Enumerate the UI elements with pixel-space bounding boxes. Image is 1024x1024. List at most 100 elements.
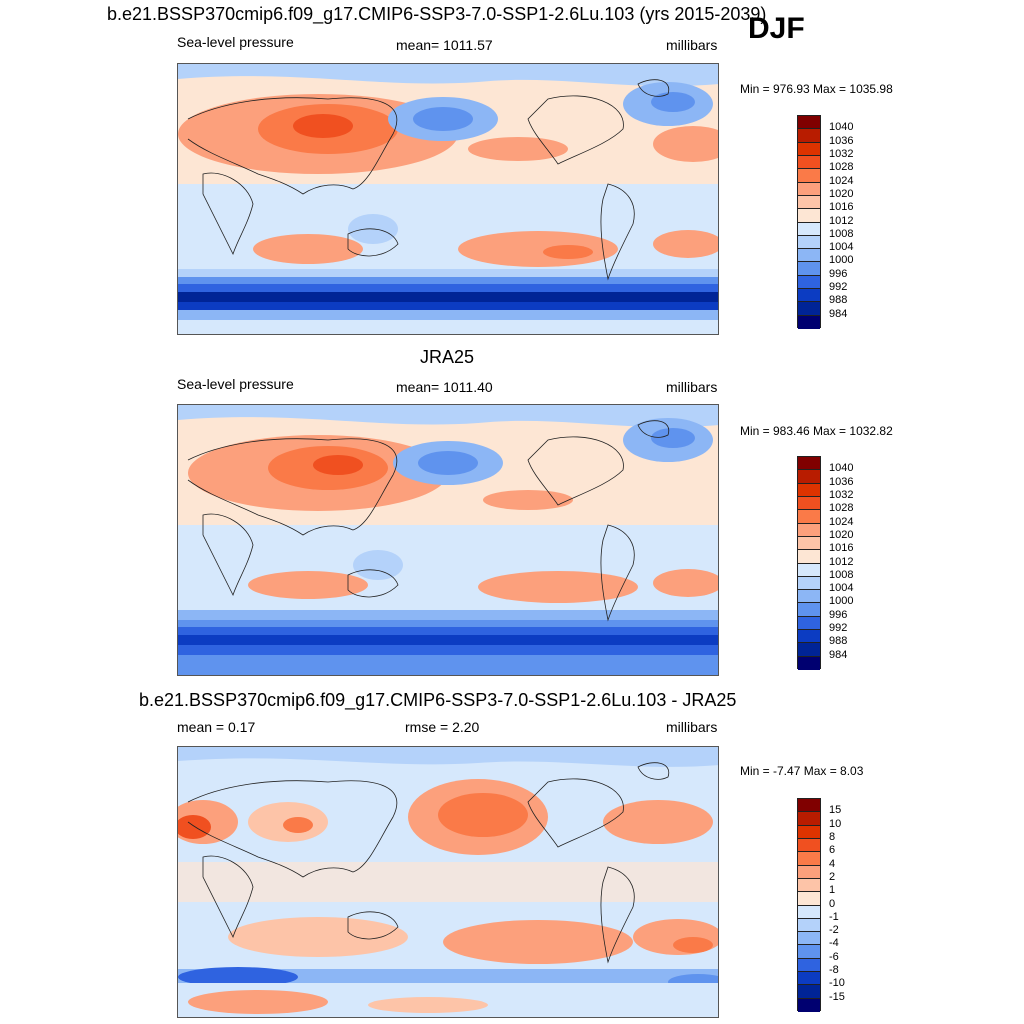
panel2-colorbar-swatch (798, 616, 820, 631)
panel1-colorbar-label: 1012 (829, 214, 854, 227)
panel1-colorbar-swatch (798, 129, 820, 143)
panel2-colorbar-label: 1032 (829, 488, 854, 501)
panel3-colorbar-swatch (798, 905, 820, 919)
panel3-minmax: Min = -7.47 Max = 8.03 (740, 764, 864, 778)
panel1-units-label: millibars (666, 37, 718, 53)
panel2-colorbar-swatch (798, 590, 820, 604)
panel1-colorbar-swatch (798, 275, 820, 290)
panel3-colorbar-label: -6 (829, 950, 839, 963)
panel2-colorbar-swatch (798, 523, 820, 537)
panel2-colorbar-swatch (798, 496, 820, 511)
panel1-colorbar-swatch (798, 182, 820, 196)
panel1-colorbar-swatch (798, 302, 820, 316)
panel3-colorbar-swatch (798, 812, 820, 826)
panel1-colorbar (797, 115, 821, 329)
panel2-units-label: millibars (666, 379, 718, 395)
panel2-colorbar-swatch (798, 470, 820, 484)
panel2-colorbar-label: 1000 (829, 595, 854, 608)
panel1-colorbar-swatch (798, 169, 820, 183)
panel1-colorbar-swatch (798, 249, 820, 263)
panel3-colorbar-label: -10 (829, 977, 845, 990)
panel2-colorbar-swatch (798, 550, 820, 564)
panel1-colorbar-label: 1000 (829, 254, 854, 267)
panel3-colorbar-label: -15 (829, 990, 845, 1003)
panel1-colorbar-swatch (798, 262, 820, 276)
panel2-minmax: Min = 983.46 Max = 1032.82 (740, 424, 893, 438)
panel2-colorbar-swatch (798, 656, 820, 670)
panel3-colorbar-swatch (798, 998, 820, 1012)
panel1-mean-label: mean= 1011.57 (396, 37, 493, 53)
panel1-colorbar-swatch (798, 315, 820, 329)
panel3-colorbar-swatch (798, 799, 820, 813)
panel3-colorbar-swatch (798, 932, 820, 946)
panel3-colorbar-swatch (798, 892, 820, 906)
panel3-mean-label: mean = 0.17 (177, 719, 256, 735)
panel1-colorbar-label: 996 (829, 267, 848, 280)
panel2-colorbar-label: 1024 (829, 515, 854, 528)
case-title: b.e21.BSSP370cmip6.f09_g17.CMIP6-SSP3-7.… (107, 4, 767, 24)
panel2-colorbar-swatch (798, 630, 820, 644)
panel1-colorbar-swatch (798, 235, 820, 250)
panel1-colorbar-label: 1040 (829, 121, 854, 134)
panel1-map (177, 63, 719, 335)
panel3-colorbar-label: 1 (829, 884, 836, 897)
panel3-colorbar-label: -8 (829, 964, 839, 977)
season-label: DJF (748, 12, 805, 45)
panel3-colorbar-swatch (798, 878, 820, 893)
panel1-colorbar-label: 1016 (829, 201, 854, 214)
panel2-colorbar-label: 996 (829, 608, 848, 621)
panel1-colorbar-swatch (798, 209, 820, 223)
panel2-colorbar-label: 1036 (829, 475, 854, 488)
panel1-minmax: Min = 976.93 Max = 1035.98 (740, 82, 893, 96)
panel3-colorbar-swatch (798, 865, 820, 879)
panel3-colorbar (797, 798, 821, 1012)
panel2-colorbar-swatch (798, 603, 820, 617)
panel2-colorbar-label: 1040 (829, 462, 854, 475)
panel3-colorbar-label: 15 (829, 804, 842, 817)
panel1-colorbar-label: 1032 (829, 147, 854, 160)
panel2-colorbar-swatch (798, 457, 820, 471)
panel2-colorbar-label: 988 (829, 635, 848, 648)
panel2-field-label: Sea-level pressure (177, 376, 294, 392)
panel1-colorbar-swatch (798, 222, 820, 236)
panel1-colorbar-swatch (798, 289, 820, 303)
panel1-colorbar-swatch (798, 116, 820, 130)
panel3-colorbar-swatch (798, 945, 820, 959)
panel2-colorbar-label: 1008 (829, 568, 854, 581)
panel3-colorbar-swatch (798, 918, 820, 933)
panel3-colorbar-swatch (798, 958, 820, 973)
panel3-colorbar-label: 4 (829, 857, 836, 870)
panel3-colorbar-swatch (798, 825, 820, 839)
panel2-map (177, 404, 719, 676)
panel1-colorbar-swatch (798, 142, 820, 156)
panel2-colorbar-label: 1016 (829, 542, 854, 555)
panel3-rmse-label: rmse = 2.20 (405, 719, 480, 735)
panel2-colorbar-label: 1012 (829, 555, 854, 568)
panel2-colorbar-swatch (798, 563, 820, 577)
panel3-colorbar-label: -4 (829, 937, 839, 950)
panel1-colorbar-label: 984 (829, 307, 848, 320)
panel1-colorbar-label: 1020 (829, 187, 854, 200)
panel2-colorbar-swatch (798, 510, 820, 524)
panel2-colorbar (797, 456, 821, 670)
panel3-colorbar-label: 10 (829, 817, 842, 830)
panel2-colorbar-label: 1020 (829, 528, 854, 541)
panel2-colorbar-label: 992 (829, 622, 848, 635)
panel1-colorbar-label: 1036 (829, 134, 854, 147)
panel1-colorbar-label: 1004 (829, 241, 854, 254)
panel3-colorbar-label: 2 (829, 870, 836, 883)
panel3-colorbar-swatch (798, 985, 820, 999)
panel3-colorbar-swatch (798, 972, 820, 986)
panel1-colorbar-label: 988 (829, 294, 848, 307)
panel2-mean-label: mean= 1011.40 (396, 379, 493, 395)
panel2-colorbar-swatch (798, 576, 820, 591)
panel1-field-label: Sea-level pressure (177, 34, 294, 50)
panel2-colorbar-label: 984 (829, 648, 848, 661)
panel1-colorbar-label: 1028 (829, 161, 854, 174)
panel3-colorbar-label: 8 (829, 830, 836, 843)
panel1-colorbar-swatch (798, 195, 820, 210)
panel1-colorbar-label: 992 (829, 281, 848, 294)
panel3-colorbar-label: -2 (829, 924, 839, 937)
panel3-units-label: millibars (666, 719, 718, 735)
panel2-title: JRA25 (420, 347, 475, 367)
